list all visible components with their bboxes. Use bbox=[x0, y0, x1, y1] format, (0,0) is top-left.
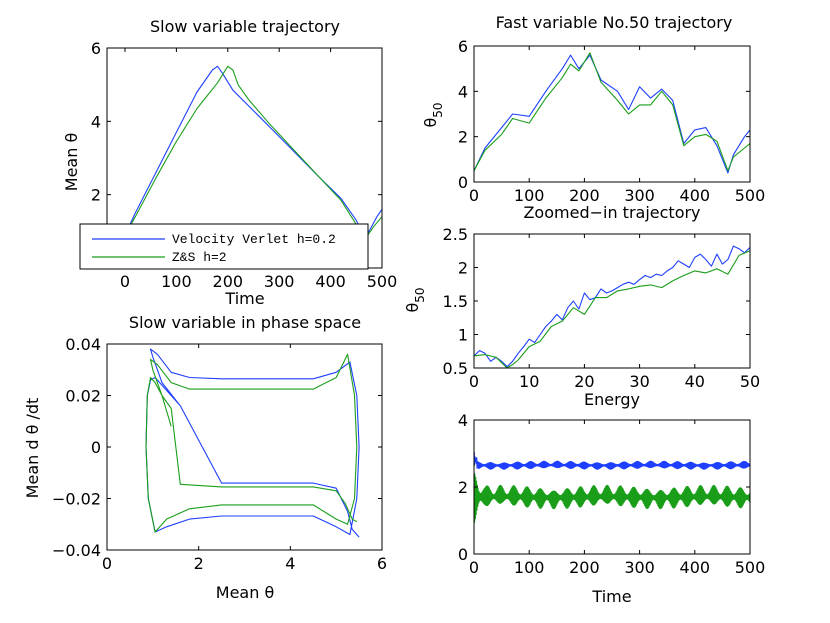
y-tick-label: 4 bbox=[458, 411, 468, 430]
series-line-zs bbox=[474, 471, 750, 523]
svg-text:θ50: θ50 bbox=[403, 287, 427, 312]
panel-slow-variable-phase-space: Slow variable in phase space Mean θ Mean… bbox=[23, 313, 387, 602]
y-tick-label: 6 bbox=[91, 39, 101, 58]
panel-zoomed-in-trajectory: Zoomed−in trajectory θ50 0 10 20 30 40 500.51… bbox=[403, 203, 760, 391]
series-line-velocity-verlet bbox=[145, 348, 360, 538]
x-tick-label: 6 bbox=[377, 554, 387, 573]
y-tick-label: 1 bbox=[458, 326, 468, 345]
y-tick-label: −0.04 bbox=[52, 541, 101, 560]
y-tick-label: 4 bbox=[458, 82, 468, 101]
x-tick-label: 100 bbox=[161, 272, 192, 291]
x-tick-label: 400 bbox=[680, 558, 711, 577]
x-tick-label: 20 bbox=[574, 372, 594, 391]
y-tick-label: 0 bbox=[458, 173, 468, 192]
series-group bbox=[474, 451, 750, 523]
x-tick-label: 100 bbox=[514, 186, 545, 205]
y-tick-label: 0 bbox=[458, 545, 468, 564]
panel-energy: Energy Time 0 100 200 300 400 500 0 2 4 bbox=[458, 390, 765, 606]
y-tick-label: 0.02 bbox=[65, 387, 101, 406]
x-tick-label: 200 bbox=[569, 558, 600, 577]
y-axis-label: Mean d θ /dt bbox=[23, 398, 42, 499]
y-axis-label: θ50 bbox=[421, 102, 445, 127]
chart-title: Slow variable trajectory bbox=[150, 17, 340, 36]
series-line-velocity-verlet bbox=[474, 245, 750, 368]
x-tick-label: 100 bbox=[514, 558, 545, 577]
series-line-zs bbox=[474, 52, 750, 172]
series-line-zs bbox=[474, 250, 750, 368]
series-group bbox=[474, 245, 750, 368]
y-tick-label: 2.5 bbox=[443, 225, 468, 244]
y-tick-label: 4 bbox=[91, 112, 101, 131]
x-tick-label: 500 bbox=[735, 558, 766, 577]
y-axis-label-subscript: 50 bbox=[431, 102, 445, 117]
x-tick-label: 200 bbox=[569, 186, 600, 205]
x-tick-label: 0 bbox=[102, 554, 112, 573]
y-axis-label-subscript: 50 bbox=[413, 287, 427, 302]
x-tick-label: 300 bbox=[624, 558, 655, 577]
chart-title: Fast variable No.50 trajectory bbox=[496, 13, 733, 32]
x-axis-label: Time bbox=[591, 587, 631, 606]
x-tick-label: 4 bbox=[285, 554, 295, 573]
series-line-velocity-verlet bbox=[474, 54, 750, 174]
x-tick-label: 0 bbox=[469, 186, 479, 205]
x-tick-label: 500 bbox=[367, 272, 398, 291]
y-tick-label: 2 bbox=[458, 128, 468, 147]
x-tick-label: 300 bbox=[264, 272, 295, 291]
x-tick-label: 0 bbox=[469, 558, 479, 577]
y-tick-label: −0.02 bbox=[52, 490, 101, 509]
x-tick-label: 500 bbox=[735, 186, 766, 205]
legend-label-velocity-verlet: Velocity Verlet h=0.2 bbox=[172, 232, 336, 247]
x-tick-label: 10 bbox=[519, 372, 539, 391]
x-tick-label: 40 bbox=[685, 372, 705, 391]
series-group bbox=[474, 52, 750, 174]
series-line-velocity-verlet bbox=[474, 451, 750, 470]
x-tick-label: 50 bbox=[740, 372, 760, 391]
x-axis-label: Mean θ bbox=[216, 583, 274, 602]
y-axis-label-base: θ bbox=[421, 118, 440, 128]
legend: Velocity Verlet h=0.2 Z&S h=2 bbox=[79, 223, 369, 270]
chart-title: Zoomed−in trajectory bbox=[523, 203, 700, 222]
x-tick-label: 400 bbox=[315, 272, 346, 291]
x-tick-label: 400 bbox=[680, 186, 711, 205]
series-line-zs bbox=[145, 353, 358, 533]
x-tick-label: 30 bbox=[629, 372, 649, 391]
x-tick-label: 200 bbox=[213, 272, 244, 291]
y-axis-label: θ50 bbox=[403, 287, 427, 312]
svg-text:θ50: θ50 bbox=[421, 102, 445, 127]
chart-title: Energy bbox=[584, 390, 640, 409]
y-tick-label: 0 bbox=[91, 438, 101, 457]
y-tick-label: 6 bbox=[458, 37, 468, 56]
y-tick-label: 2 bbox=[458, 478, 468, 497]
x-axis-label: Time bbox=[224, 289, 264, 308]
series-group bbox=[145, 348, 360, 538]
y-tick-label: 2 bbox=[91, 186, 101, 205]
x-tick-label: 0 bbox=[469, 372, 479, 391]
y-tick-label: 1.5 bbox=[443, 292, 468, 311]
legend-label-zs: Z&S h=2 bbox=[172, 250, 227, 265]
x-tick-label: 0 bbox=[120, 272, 130, 291]
x-tick-label: 300 bbox=[624, 186, 655, 205]
y-tick-label: 0.04 bbox=[65, 335, 101, 354]
y-tick-label: 0.5 bbox=[443, 359, 468, 378]
y-tick-label: 2 bbox=[458, 259, 468, 278]
y-axis-label-base: θ bbox=[403, 303, 422, 313]
axes-frame bbox=[473, 45, 751, 183]
x-tick-label: 2 bbox=[194, 554, 204, 573]
chart-title: Slow variable in phase space bbox=[129, 313, 361, 332]
panel-fast-variable-trajectory: Fast variable No.50 trajectory θ50 0 100 2… bbox=[421, 13, 765, 205]
y-axis-label: Mean θ bbox=[62, 133, 81, 191]
legend-box bbox=[79, 223, 369, 270]
